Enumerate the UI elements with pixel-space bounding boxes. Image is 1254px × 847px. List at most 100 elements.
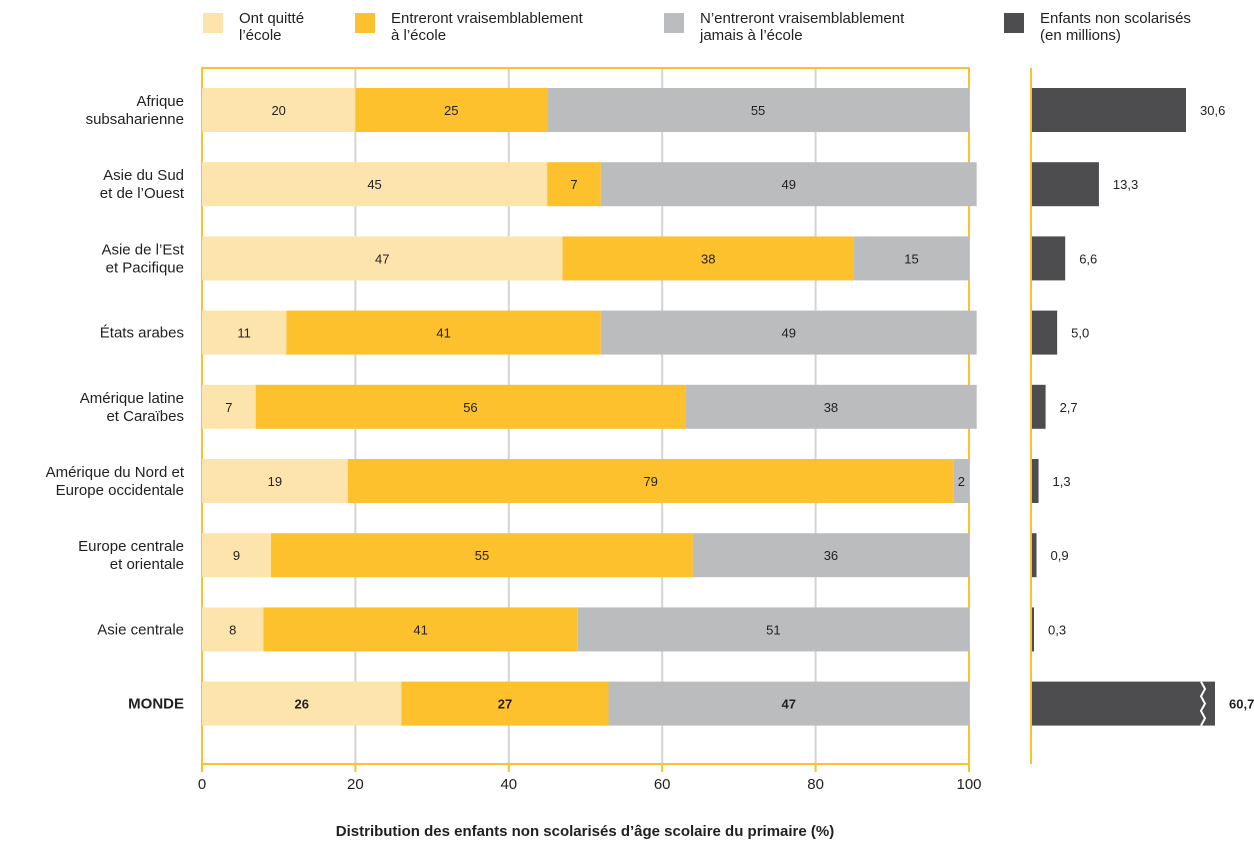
legend-swatch-out-of-school [1004,13,1024,33]
bar-segment-never_enter [600,310,977,355]
out-of-school-bar [1032,236,1066,281]
category-label: Amérique latine [80,390,184,407]
bar-segment-left_school [202,162,548,207]
tick-label: 0 [198,776,206,793]
bar-segment-never_enter [953,459,969,503]
x-axis-ticks: 0 20 40 60 80 100 [198,764,982,793]
category-label: Afrique [136,93,184,110]
out-of-school-bar [1032,384,1046,429]
legend-item-will-enter: Entreront vraisemblablement à l’école [355,10,583,44]
bar-value-label: 79 [643,474,657,489]
bar-segment-never_enter [547,88,969,132]
legend-item-out-of-school: Enfants non scolarisés (en millions) [1004,10,1191,44]
axis-break-mark [1199,681,1207,727]
legend-label: Enfants non scolarisés (en millions) [1040,10,1191,44]
out-of-school-value-label: 5,0 [1071,326,1089,341]
out-of-school-value-label: 0,3 [1048,622,1066,637]
category-label: et de l’Ouest [100,185,185,202]
bar-value-label: 49 [782,326,796,341]
bar-value-label: 47 [782,697,796,712]
bar-value-label: 2 [958,474,965,489]
category-label: et Pacifique [106,259,184,276]
legend-swatch-left-school [203,13,223,33]
out-of-school-bar [1032,162,1099,207]
bar-value-label: 11 [237,326,251,341]
bar-value-label: 27 [498,697,512,712]
legend-label: Entreront vraisemblablement à l’école [391,10,583,44]
bar-segment-never_enter [577,607,969,652]
tick-label: 60 [654,776,671,793]
bar-value-label: 38 [824,400,838,415]
x-axis-title: Distribution des enfants non scolarisés … [336,823,834,840]
bar-value-label: 41 [436,326,450,341]
legend-label: N’entreront vraisemblablement jamais à l… [700,10,904,44]
bar-segment-left_school [202,310,287,355]
legend-label-line: Entreront vraisemblablement [391,10,583,27]
bar-segment-left_school [202,459,348,503]
legend-item-never-enter: N’entreront vraisemblablement jamais à l… [664,10,904,44]
out-of-school-value-label: 13,3 [1113,177,1138,192]
bar-value-label: 15 [904,251,918,266]
bar-segment-left_school [202,236,563,281]
legend-label-line: jamais à l’école [700,27,803,44]
bar-segment-left_school [202,384,256,429]
bar-segment-will_enter [286,310,601,355]
category-label: Asie du Sud [103,167,184,184]
category-label: Asie de l’Est [101,241,184,258]
legend-item-left-school: Ont quitté l’école [203,10,304,44]
bar-value-label: 26 [294,697,308,712]
category-label: et orientale [110,556,184,573]
category-label: États arabes [100,325,184,342]
tick-label: 80 [807,776,824,793]
category-label: Asie centrale [97,621,184,638]
out-of-school-value-label: 6,6 [1079,251,1097,266]
category-label: Europe centrale [78,538,184,555]
legend-label-line: Enfants non scolarisés [1040,10,1191,27]
bar-segment-never_enter [692,533,969,578]
bar-segment-will_enter [255,384,686,429]
bar-segment-left_school [202,681,402,726]
bar-segment-will_enter [401,681,609,726]
category-label: Europe occidentale [56,482,184,499]
bar-segment-left_school [202,88,356,132]
legend-label-line: N’entreront vraisemblablement [700,10,905,27]
tick-label: 40 [500,776,517,793]
bar-value-label: 41 [413,622,427,637]
bar-value-label: 49 [782,177,796,192]
bar-value-label: 9 [233,548,240,563]
bar-value-label: 7 [570,177,577,192]
bar-value-label: 47 [375,251,389,266]
legend-swatch-will-enter [355,13,375,33]
out-of-school-bar [1032,533,1037,578]
bar-segment-will_enter [547,162,601,207]
bar-value-label: 36 [824,548,838,563]
bar-segment-never_enter [853,236,969,281]
out-of-school-bar [1032,310,1058,355]
bar-value-label: 20 [271,103,285,118]
legend-label: Ont quitté l’école [239,10,304,44]
bar-value-label: 38 [701,251,715,266]
stacked-bars: 20 25 55 45 7 49 47 38 15 11 41 49 7 56 38 19 79 2 9 55 36 8 4… [202,88,977,726]
legend-label-line: Ont quitté [239,10,305,27]
bar-segment-will_enter [355,88,548,132]
bar-value-label: 25 [444,103,458,118]
legend-swatch-never-enter [664,13,684,33]
bar-segment-will_enter [271,533,693,578]
legend-label-line: l’école [239,27,282,44]
out-of-school-value-label: 30,6 [1200,103,1225,118]
out-of-school-value-label: 0,9 [1051,548,1069,563]
legend-label-line: (en millions) [1040,27,1121,44]
out-of-school-bar [1032,607,1034,652]
out-of-school-bar [1032,681,1215,726]
bar-value-label: 56 [463,400,477,415]
out-of-school-value-label: 60,7 [1229,697,1254,712]
category-label: Amérique du Nord et [46,464,185,481]
bar-segment-never_enter [685,384,977,429]
bar-value-label: 19 [268,474,282,489]
category-label: et Caraïbes [106,408,184,425]
category-label: MONDE [128,696,184,713]
bar-value-label: 8 [229,622,236,637]
bar-value-label: 7 [225,400,232,415]
